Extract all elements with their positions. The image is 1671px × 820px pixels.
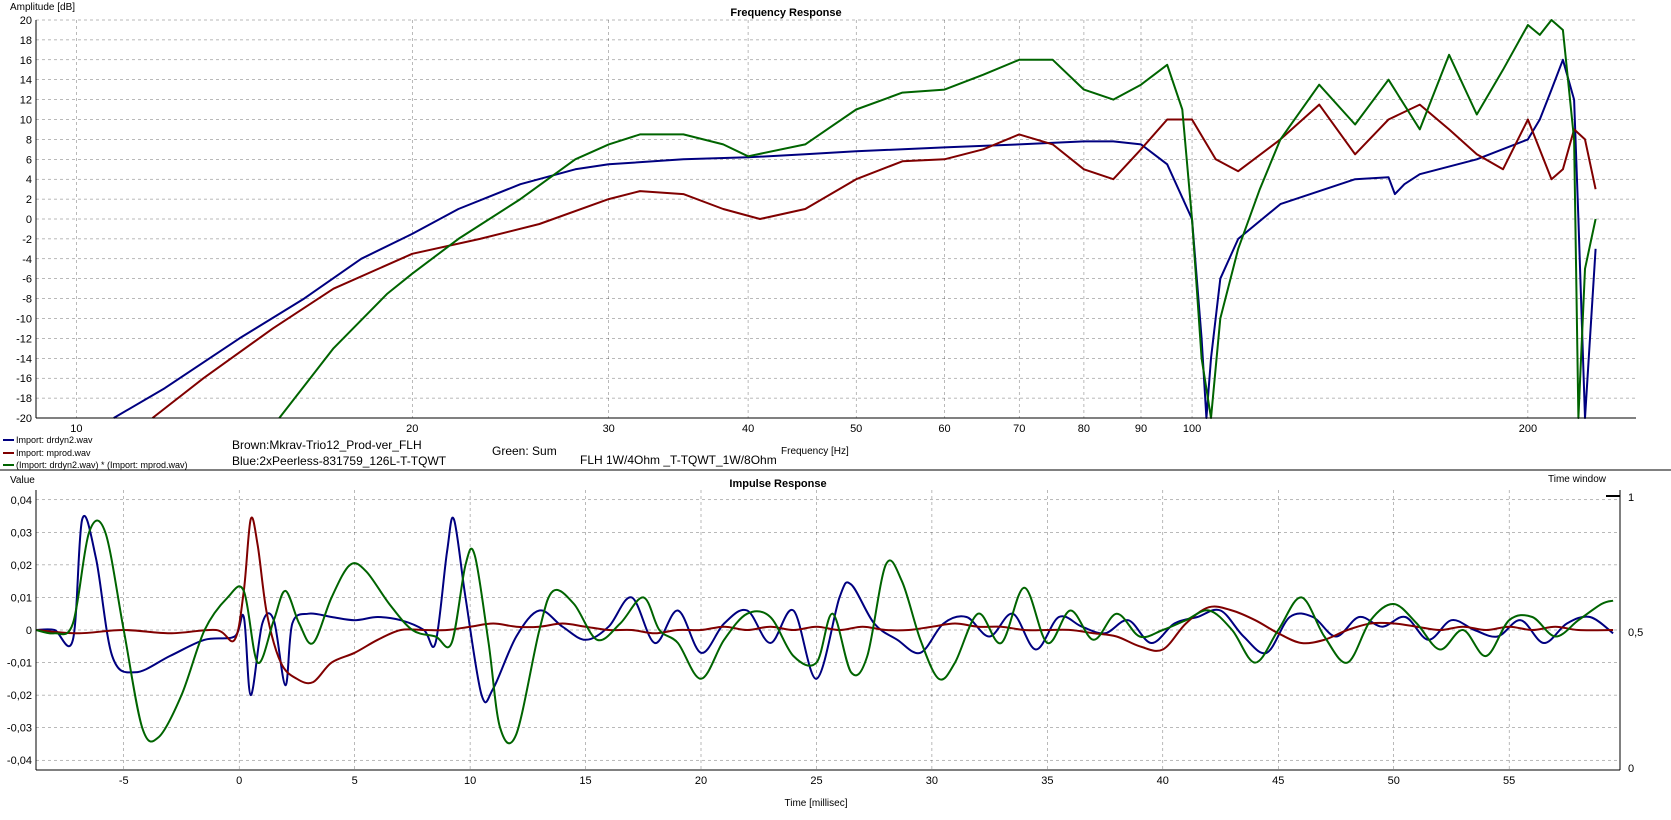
ir-series-line-2 (35, 519, 1614, 745)
fr-series-line-2 (278, 19, 1597, 419)
fr-x-tick-label: 200 (1519, 423, 1537, 435)
ir-series-line-1 (35, 516, 1614, 685)
fr-x-tick-label: 60 (938, 423, 950, 435)
ir-x-tick-label: 30 (926, 775, 938, 787)
ir-y-tick-label: -0,02 (7, 690, 32, 702)
ir-y-tick-label: -0,04 (7, 755, 32, 767)
fr-y-tick-label: 2 (26, 194, 32, 206)
ir-xlabel: Time [millisec] (785, 798, 848, 809)
fr-grid (36, 19, 1636, 419)
ir-x-tick-label: 45 (1272, 775, 1284, 787)
fr-y-tick-label: 4 (26, 174, 32, 186)
fr-ylabel: Amplitude [dB] (10, 2, 75, 13)
legend-entry-mprod: Import: mprod.wav (16, 448, 91, 458)
fr-x-tick-label: 50 (850, 423, 862, 435)
fr-y-tick-label: -8 (22, 294, 32, 306)
ir-ylabel: Value (10, 475, 35, 486)
fr-y-tick-label: 14 (20, 75, 32, 87)
fr-legend: Import: drdyn2.wav Import: mprod.wav (Im… (3, 435, 188, 470)
annotation-brown: Brown:Mkrav-Trio12_Prod-ver_FLH (232, 438, 422, 452)
fr-y-tick-labels: 20181614121086420-2-4-6-8-10-12-14-16-18… (16, 15, 32, 425)
fr-y-tick-label: -10 (16, 314, 32, 326)
fr-x-tick-label: 40 (742, 423, 754, 435)
ir-y-tick-label: -0,01 (7, 658, 32, 670)
fr-y-tick-label: -14 (16, 353, 32, 365)
fr-series-group (113, 19, 1597, 419)
ir-y-tick-label: -0,03 (7, 723, 32, 735)
fr-x-tick-label: 80 (1078, 423, 1090, 435)
fr-x-tick-label: 100 (1183, 423, 1201, 435)
ir-title: Impulse Response (729, 478, 826, 490)
fr-x-tick-label: 10 (70, 423, 82, 435)
legend-entry-sum: (Import: drdyn2.wav) * (Import: mprod.wa… (16, 460, 188, 470)
ir-x-tick-labels: -5 0 5 10 15 20 25 30 35 40 45 50 55 (119, 775, 1515, 787)
fr-y-tick-label: -6 (22, 274, 32, 286)
ir-x-tick-label: 0 (236, 775, 242, 787)
fr-y-tick-label: 0 (26, 214, 32, 226)
legend-entry-drdyn2: Import: drdyn2.wav (16, 435, 93, 445)
fr-title: Frequency Response (730, 7, 841, 19)
annotation-setup: FLH 1W/4Ohm _T-TQWT_1W/8Ohm (580, 453, 777, 467)
fr-y-tick-label: 8 (26, 134, 32, 146)
fr-x-tick-label: 30 (603, 423, 615, 435)
fr-y-tick-label: 6 (26, 154, 32, 166)
ir-x-tick-label: 10 (464, 775, 476, 787)
fr-y-tick-label: 16 (20, 55, 32, 67)
ir-x-tick-label: 40 (1157, 775, 1169, 787)
ir-x-tick-label: 55 (1503, 775, 1515, 787)
fr-x-tick-labels: 10 20 30 40 50 60 70 80 90 100 200 (70, 423, 1537, 435)
ir-x-tick-label: 50 (1388, 775, 1400, 787)
fr-series-line-1 (151, 103, 1597, 419)
annotation-blue: Blue:2xPeerless-831759_126L-T-TQWT (232, 454, 447, 468)
ir-y-tick-label: 0 (26, 625, 32, 637)
frequency-response-panel: 20181614121086420-2-4-6-8-10-12-14-16-18… (3, 2, 1636, 470)
fr-y-tick-label: -4 (22, 254, 32, 266)
fr-x-tick-label: 90 (1135, 423, 1147, 435)
ir-y-tick-label: 0,01 (11, 592, 32, 604)
ir-x-tick-label: 20 (695, 775, 707, 787)
fr-y-tick-label: -18 (16, 393, 32, 405)
ir-y-tick-labels: 0,04 0,03 0,02 0,01 0 -0,01 -0,02 -0,03 -0,04 (7, 495, 32, 767)
impulse-response-panel: 0,04 0,03 0,02 0,01 0 -0,01 -0,02 -0,03 -0,04 -5… (7, 474, 1643, 809)
ir-x-tick-label: 5 (352, 775, 358, 787)
ir-series-line-0 (35, 515, 1614, 704)
fr-y-tick-label: 12 (20, 95, 32, 107)
annotation-green: Green: Sum (492, 444, 557, 458)
fr-y-tick-label: -2 (22, 234, 32, 246)
fr-xlabel: Frequency [Hz] (781, 446, 849, 457)
fr-y-tick-label: 10 (20, 115, 32, 127)
ir-x-tick-label: 15 (579, 775, 591, 787)
ir-y-tick-label: 0,02 (11, 560, 32, 572)
fr-y-tick-label: -20 (16, 413, 32, 425)
ir-x-tick-label: 35 (1041, 775, 1053, 787)
fr-y-tick-label: 20 (20, 15, 32, 27)
fr-x-tick-label: 20 (406, 423, 418, 435)
ir-y-tick-label: 0,04 (11, 495, 32, 507)
secondary-tick-0: 0 (1628, 763, 1634, 775)
fr-y-tick-label: -12 (16, 333, 32, 345)
fr-y-tick-label: 18 (20, 35, 32, 47)
secondary-tick-1: 1 (1628, 492, 1634, 504)
secondary-tick-half: 0,5 (1628, 627, 1643, 639)
ir-x-tick-label: 25 (810, 775, 822, 787)
fr-x-tick-label: 70 (1013, 423, 1025, 435)
ir-secondary-axis-label: Time window (1548, 474, 1607, 485)
ir-series-group (35, 515, 1614, 745)
fr-y-tick-label: -16 (16, 373, 32, 385)
ir-x-tick-label: -5 (119, 775, 129, 787)
ir-y-tick-label: 0,03 (11, 527, 32, 539)
